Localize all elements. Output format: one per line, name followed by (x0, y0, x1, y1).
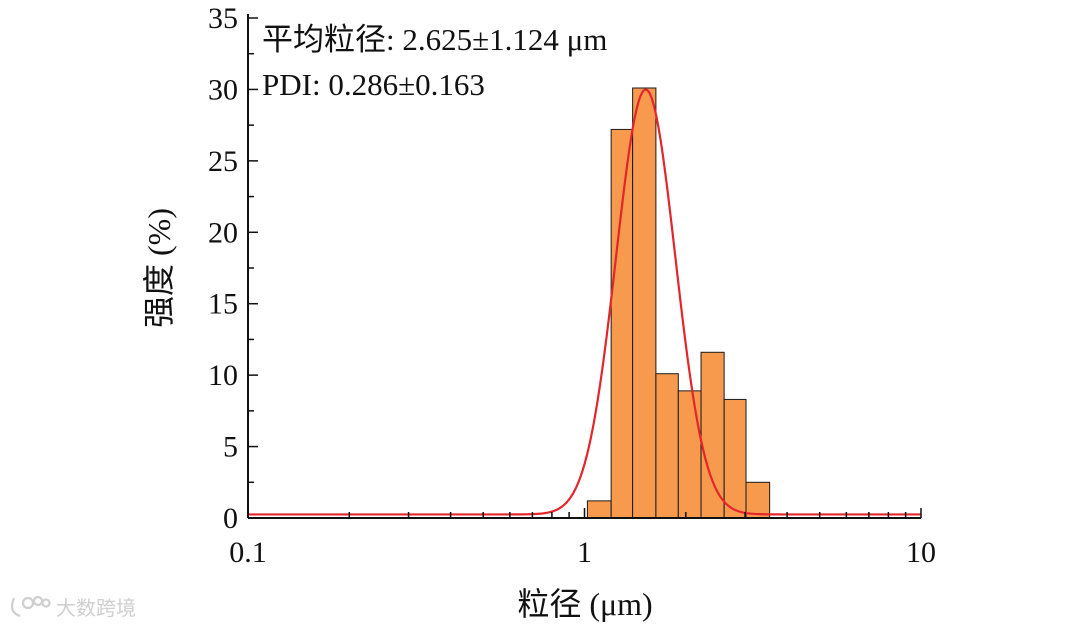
y-tick-label: 0 (223, 502, 238, 535)
x-axis-title: 粒径 (μm) (517, 586, 652, 622)
watermark-logo-icon (10, 595, 51, 618)
fit-curve (248, 88, 921, 516)
pdi-annotation: PDI: 0.286±0.163 (262, 67, 485, 102)
y-tick-label: 5 (223, 431, 238, 464)
watermark: 大数跨境 (10, 595, 136, 620)
y-tick-label: 35 (208, 2, 238, 35)
histogram-bar-1 (586, 500, 612, 519)
histogram-bar-3 (632, 87, 657, 519)
histogram-bar-5 (677, 390, 702, 519)
bars (586, 87, 771, 519)
y-tick-label: 20 (208, 216, 238, 249)
histogram-bar-2 (610, 128, 634, 519)
y-tick-label: 30 (208, 73, 238, 106)
y-tick-label: 25 (208, 145, 238, 178)
histogram-bar-6 (700, 351, 725, 519)
x-tick-label: 1 (577, 536, 592, 569)
histogram-bar-4 (655, 373, 679, 519)
tick-labels: 0 5 10 15 20 25 30 35 0.1 1 10 (208, 2, 936, 569)
x-tick-label: 0.1 (229, 536, 267, 569)
axes (247, 14, 922, 519)
y-tick-label: 15 (208, 288, 238, 321)
x-tick-label: 10 (906, 536, 936, 569)
histogram-bar-7 (723, 398, 747, 519)
y-tick-label: 10 (208, 359, 238, 392)
watermark-text: 大数跨境 (56, 596, 136, 620)
mean-size-annotation: 平均粒径: 2.625±1.124 μm (262, 22, 607, 57)
y-axis-title: 强度 (%) (141, 208, 177, 328)
